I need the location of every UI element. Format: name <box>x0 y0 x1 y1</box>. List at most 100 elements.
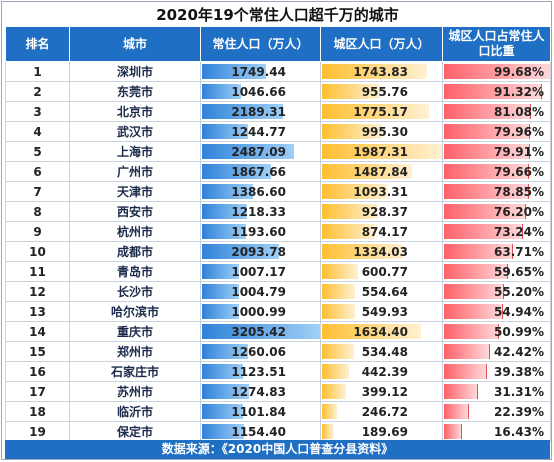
urban-ratio-bar <box>444 144 530 159</box>
city-cell: 东莞市 <box>69 81 201 102</box>
urban-population-cell-value: 1987.31 <box>353 144 408 159</box>
population-cell: 1046.66 <box>200 81 321 102</box>
header-urban-ratio: 城区人口占常住人口比重 <box>442 26 551 62</box>
rank-cell: 1 <box>5 61 70 82</box>
population-cell-value: 1244.77 <box>231 124 286 139</box>
population-bar <box>202 264 239 279</box>
urban-population-cell-value: 955.76 <box>361 84 408 99</box>
table-row: 12 长沙市 1004.79 554.64 55.20% <box>5 281 551 302</box>
city-cell: 石家庄市 <box>69 361 201 382</box>
city-cell: 苏州市 <box>69 381 201 402</box>
city-cell: 郑州市 <box>69 341 201 362</box>
population-bar <box>202 384 249 399</box>
rank-cell: 9 <box>5 221 70 242</box>
urban-population-bar <box>322 124 382 139</box>
urban-ratio-cell: 79.91% <box>442 141 551 162</box>
city-cell: 广州市 <box>69 161 201 182</box>
population-cell: 2487.09 <box>200 141 321 162</box>
urban-ratio-cell-value: 91.32% <box>494 84 544 99</box>
population-cell-value: 1260.06 <box>231 344 286 359</box>
table-row: 1 深圳市 1749.44 1743.83 99.68% <box>5 61 551 82</box>
urban-population-bar <box>322 424 333 439</box>
urban-ratio-cell-value: 63.71% <box>494 244 544 259</box>
population-cell-value: 2189.31 <box>231 104 286 119</box>
urban-population-cell-value: 554.64 <box>361 284 408 299</box>
city-cell: 成都市 <box>69 241 201 262</box>
rank-cell: 10 <box>5 241 70 262</box>
urban-population-cell-value: 534.48 <box>361 344 408 359</box>
table-row: 3 北京市 2189.31 1775.17 81.08% <box>5 101 551 122</box>
table-row: 7 天津市 1386.60 1093.31 78.85% <box>5 181 551 202</box>
urban-ratio-bar <box>444 264 508 279</box>
rank-cell: 13 <box>5 301 70 322</box>
urban-population-bar <box>322 324 421 339</box>
urban-population-cell-value: 1775.17 <box>353 104 408 119</box>
population-cell: 1749.44 <box>200 61 321 82</box>
urban-ratio-cell-value: 73.24% <box>494 224 544 239</box>
rank-cell: 2 <box>5 81 70 102</box>
population-bar <box>202 124 248 139</box>
population-cell-value: 1218.33 <box>231 204 286 219</box>
urban-population-cell: 549.93 <box>320 301 443 322</box>
urban-ratio-bar <box>444 104 531 119</box>
urban-ratio-cell: 59.65% <box>442 261 551 282</box>
city-cell: 深圳市 <box>69 61 201 82</box>
population-bar <box>202 304 239 319</box>
table-row: 8 西安市 1218.33 928.37 76.20% <box>5 201 551 222</box>
city-cell: 保定市 <box>69 421 201 442</box>
urban-ratio-bar <box>444 344 490 359</box>
urban-ratio-cell: 73.24% <box>442 221 551 242</box>
rank-cell: 17 <box>5 381 70 402</box>
population-bar <box>202 364 243 379</box>
rank-cell: 14 <box>5 321 70 342</box>
population-cell-value: 1004.79 <box>231 284 286 299</box>
population-cell-value: 2487.09 <box>231 144 286 159</box>
population-cell: 3205.42 <box>200 321 321 342</box>
city-cell: 北京市 <box>69 101 201 122</box>
urban-ratio-cell-value: 55.20% <box>494 284 544 299</box>
table-row: 17 苏州市 1274.83 399.12 31.31% <box>5 381 551 402</box>
urban-ratio-cell-value: 39.38% <box>494 364 544 379</box>
source-footer: 数据来源：《2020中国人口普查分县资料》 <box>5 440 550 459</box>
urban-population-bar <box>322 204 378 219</box>
population-cell: 1260.06 <box>200 341 321 362</box>
table-row: 19 保定市 1154.40 189.69 16.43% <box>5 421 551 442</box>
urban-population-cell-value: 1487.84 <box>353 164 408 179</box>
urban-ratio-cell-value: 79.66% <box>494 164 544 179</box>
population-cell-value: 1123.51 <box>231 364 286 379</box>
header-rank: 排名 <box>5 26 70 62</box>
urban-ratio-bar <box>444 364 487 379</box>
urban-population-bar <box>322 104 429 119</box>
population-bar <box>202 64 266 79</box>
urban-population-cell-value: 1334.03 <box>353 244 408 259</box>
urban-ratio-cell-value: 54.94% <box>494 304 544 319</box>
urban-ratio-cell: 50.99% <box>442 321 551 342</box>
urban-ratio-cell-value: 31.31% <box>494 384 544 399</box>
city-cell: 长沙市 <box>69 281 201 302</box>
urban-population-cell: 399.12 <box>320 381 443 402</box>
urban-ratio-bar <box>444 124 530 139</box>
population-bar <box>202 164 271 179</box>
rank-cell: 5 <box>5 141 70 162</box>
urban-ratio-cell: 76.20% <box>442 201 551 222</box>
population-cell-value: 3205.42 <box>231 324 286 339</box>
population-cell: 1274.83 <box>200 381 321 402</box>
urban-population-bar <box>322 344 354 359</box>
urban-ratio-cell-value: 16.43% <box>494 424 544 439</box>
population-cell: 1004.79 <box>200 281 321 302</box>
urban-ratio-bar <box>444 184 529 199</box>
urban-population-bar <box>322 184 388 199</box>
urban-ratio-cell: 42.42% <box>442 341 551 362</box>
population-bar <box>202 324 320 339</box>
chart-title: 2020年19个常住人口超千万的城市 <box>156 6 399 24</box>
rank-cell: 11 <box>5 261 70 282</box>
urban-population-cell: 1634.40 <box>320 321 443 342</box>
table-row: 10 成都市 2093.78 1334.03 63.71% <box>5 241 551 262</box>
urban-ratio-cell-value: 50.99% <box>494 324 544 339</box>
urban-ratio-bar <box>444 164 529 179</box>
urban-population-bar <box>322 404 337 419</box>
population-bar <box>202 404 243 419</box>
population-bar <box>202 184 253 199</box>
urban-ratio-cell: 79.66% <box>442 161 551 182</box>
